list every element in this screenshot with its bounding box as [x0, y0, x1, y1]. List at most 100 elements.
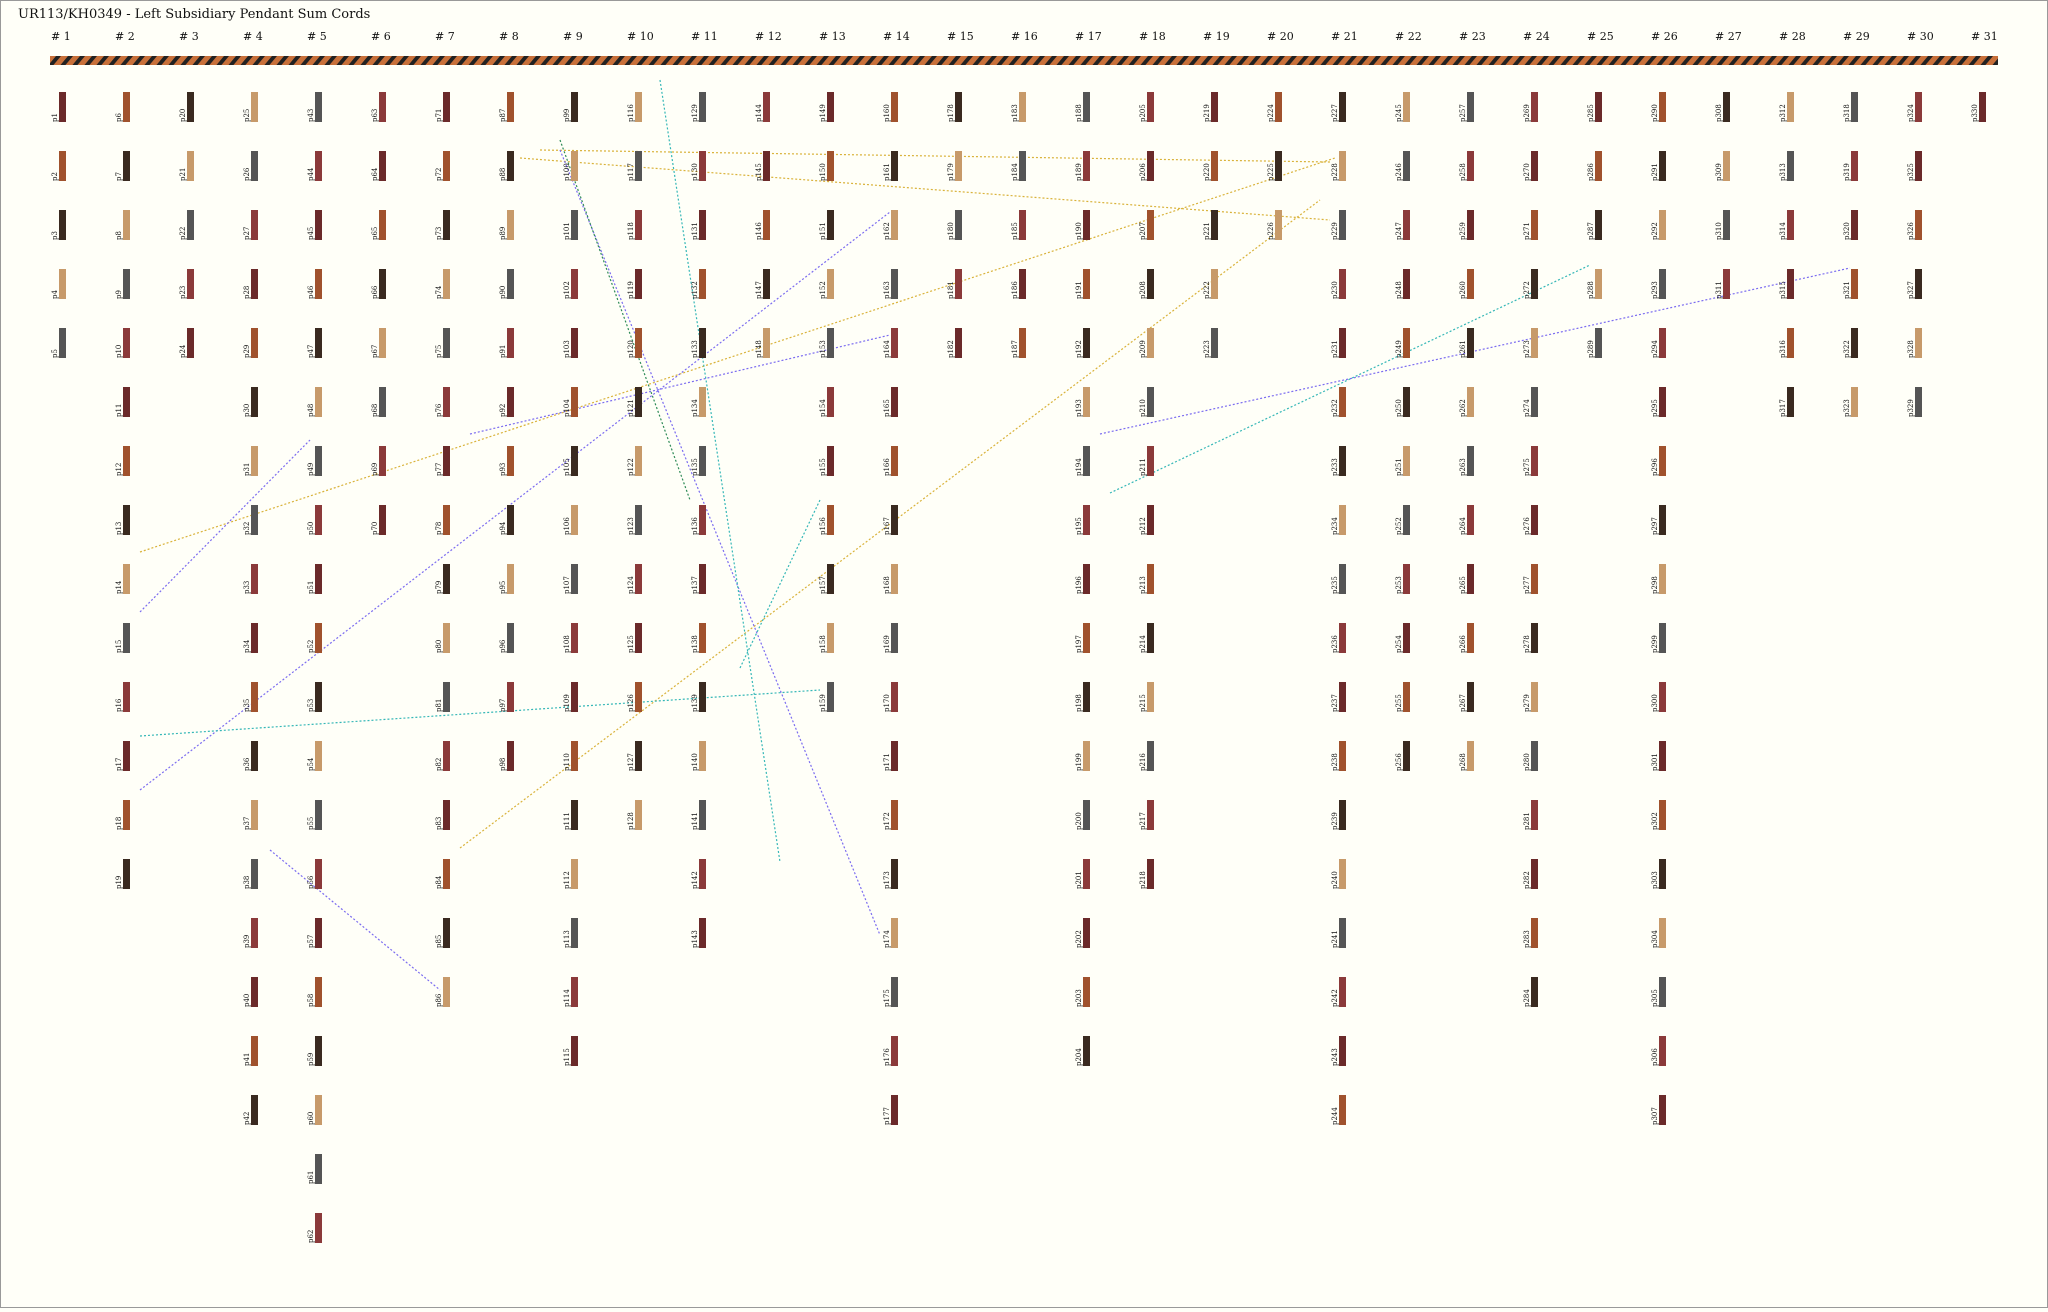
cord-knots	[699, 446, 706, 476]
group-label: # 20	[1267, 30, 1294, 43]
cord-label: p121	[627, 399, 635, 417]
cord-knots	[571, 682, 578, 712]
cord-label: p291	[1651, 163, 1659, 181]
cord-label: p101	[563, 222, 571, 240]
cord-label: p56	[307, 875, 315, 889]
cord-knots	[1019, 269, 1026, 299]
cord-label: p288	[1587, 281, 1595, 299]
cord-label: p23	[179, 286, 187, 299]
cord-label: p209	[1139, 340, 1147, 358]
cord-knots	[699, 564, 706, 594]
cord-label: p219	[1203, 104, 1211, 122]
cord-knots	[1403, 151, 1410, 181]
cord-knots	[443, 800, 450, 830]
cord-knots	[315, 1213, 322, 1243]
cord-label: p182	[947, 340, 955, 358]
cord-knots	[1339, 210, 1346, 240]
cord-label: p320	[1843, 222, 1851, 240]
cord-label: p138	[691, 635, 699, 653]
group-label: # 5	[307, 30, 327, 43]
cord-knots	[59, 210, 66, 240]
cord-label: p37	[243, 817, 251, 830]
group-label: # 8	[499, 30, 519, 43]
cord-knots	[315, 151, 322, 181]
cord-label: p59	[307, 1053, 315, 1066]
cord-label: p281	[1523, 812, 1531, 830]
cord-knots	[379, 151, 386, 181]
cord-knots	[635, 623, 642, 653]
cord-label: p321	[1843, 281, 1851, 299]
cord-knots	[251, 741, 258, 771]
cord-knots	[763, 328, 770, 358]
cord-label: p135	[691, 458, 699, 476]
primary-cord	[50, 56, 1998, 65]
cord-label: p2	[51, 172, 59, 181]
cord-knots	[1083, 1036, 1090, 1066]
cord-label: p176	[883, 1048, 891, 1066]
cord-knots	[827, 623, 834, 653]
cord-label: p180	[947, 222, 955, 240]
cord-label: p277	[1523, 576, 1531, 594]
cord-label: p96	[499, 639, 507, 653]
cord-label: p231	[1331, 340, 1339, 358]
cord-label: p58	[307, 994, 315, 1007]
cord-knots	[507, 328, 514, 358]
cord-knots	[827, 210, 834, 240]
cord-label: p167	[883, 517, 891, 535]
cord-knots	[1787, 328, 1794, 358]
cord-label: p246	[1395, 163, 1403, 181]
cord-knots	[571, 623, 578, 653]
cord-label: p330	[1971, 104, 1979, 122]
cord-knots	[1083, 859, 1090, 889]
cord-knots	[891, 269, 898, 299]
cord-label: p173	[883, 871, 891, 889]
cord-label: p187	[1011, 340, 1019, 358]
cord-label: p90	[499, 286, 507, 299]
cord-knots	[123, 269, 130, 299]
cord-label: p83	[435, 817, 443, 830]
cord-label: p224	[1267, 104, 1275, 122]
cord-knots	[1915, 92, 1922, 122]
cord-label: p92	[499, 404, 507, 417]
cord-label: p67	[371, 345, 379, 358]
cord-knots	[123, 92, 130, 122]
cord-label: p57	[307, 935, 315, 948]
cord-knots	[251, 387, 258, 417]
cord-label: p279	[1523, 694, 1531, 712]
cord-knots	[315, 505, 322, 535]
cord-knots	[1275, 92, 1282, 122]
cord-knots	[571, 505, 578, 535]
cord-knots	[1467, 564, 1474, 594]
cord-label: p124	[627, 576, 635, 594]
cord-label: p302	[1651, 812, 1659, 830]
cord-knots	[1851, 269, 1858, 299]
cord-knots	[443, 269, 450, 299]
cord-label: p146	[755, 222, 763, 240]
cord-label: p217	[1139, 812, 1147, 830]
cord-knots	[635, 682, 642, 712]
cord-label: p127	[627, 753, 635, 771]
group-label: # 14	[883, 30, 910, 43]
cord-label: p17	[115, 758, 123, 771]
cord-knots	[1595, 151, 1602, 181]
cord-label: p145	[755, 163, 763, 181]
cord-label: p326	[1907, 222, 1915, 240]
cord-label: p147	[755, 281, 763, 299]
cord-label: p34	[243, 639, 251, 653]
cord-label: p315	[1779, 281, 1787, 299]
cord-label: p262	[1459, 399, 1467, 417]
cord-label: p218	[1139, 871, 1147, 889]
cord-label: p270	[1523, 163, 1531, 181]
cord-label: p299	[1651, 635, 1659, 653]
cord-label: p287	[1587, 222, 1595, 240]
cord-knots	[1531, 269, 1538, 299]
cord-knots	[443, 387, 450, 417]
cord-label: p44	[307, 167, 315, 181]
cord-knots	[1659, 505, 1666, 535]
cord-label: p129	[691, 104, 699, 122]
group-label: # 13	[819, 30, 846, 43]
cord-knots	[571, 210, 578, 240]
cord-label: p75	[435, 345, 443, 358]
cord-knots	[315, 328, 322, 358]
cord-knots	[571, 446, 578, 476]
